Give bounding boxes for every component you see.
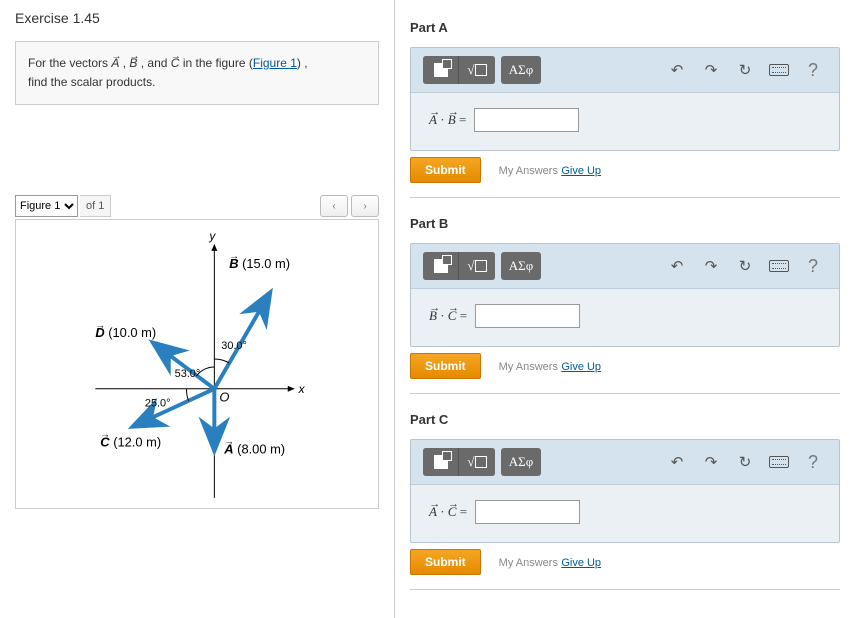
svg-text:→: → bbox=[224, 437, 234, 448]
greek-tool-button[interactable]: ΑΣφ bbox=[501, 448, 541, 476]
figure-next-button[interactable]: › bbox=[351, 195, 379, 217]
section-divider bbox=[410, 393, 840, 394]
undo-icon[interactable]: ↶ bbox=[663, 255, 691, 277]
help-icon[interactable]: ? bbox=[799, 451, 827, 473]
submit-button[interactable]: Submit bbox=[410, 157, 481, 183]
figure-panel: x y O 30.0° 53.0° 25.0° B bbox=[15, 219, 379, 509]
give-up-link[interactable]: Give Up bbox=[561, 165, 601, 177]
answer-panel: √ ΑΣφ ↶ ↷ ↻ ? A · C = bbox=[410, 439, 840, 543]
my-answers-label: My Answers bbox=[499, 361, 558, 373]
my-answers-label: My Answers bbox=[499, 165, 558, 177]
figure-count: of 1 bbox=[80, 195, 111, 217]
answer-lhs: A · B = bbox=[429, 112, 466, 128]
undo-icon[interactable]: ↶ bbox=[663, 451, 691, 473]
exercise-title: Exercise 1.45 bbox=[15, 10, 379, 26]
greek-tool-button[interactable]: ΑΣφ bbox=[501, 252, 541, 280]
template-tool-button[interactable] bbox=[423, 252, 459, 280]
template-tool-button[interactable] bbox=[423, 56, 459, 84]
redo-icon[interactable]: ↷ bbox=[697, 255, 725, 277]
redo-icon[interactable]: ↷ bbox=[697, 59, 725, 81]
reset-icon[interactable]: ↻ bbox=[731, 451, 759, 473]
sqrt-tool-button[interactable]: √ bbox=[459, 448, 495, 476]
give-up-link[interactable]: Give Up bbox=[561, 557, 601, 569]
give-up-link[interactable]: Give Up bbox=[561, 361, 601, 373]
keyboard-icon[interactable] bbox=[765, 255, 793, 277]
svg-text:→: → bbox=[229, 251, 239, 262]
section-divider bbox=[410, 197, 840, 198]
answer-panel: √ ΑΣφ ↶ ↷ ↻ ? A · B = bbox=[410, 47, 840, 151]
submit-button[interactable]: Submit bbox=[410, 353, 481, 379]
template-tool-button[interactable] bbox=[423, 448, 459, 476]
keyboard-icon[interactable] bbox=[765, 59, 793, 81]
answer-lhs: A · C = bbox=[429, 504, 467, 520]
vector-a-symbol: A bbox=[111, 54, 119, 73]
equation-toolbar: √ ΑΣφ ↶ ↷ ↻ ? bbox=[411, 244, 839, 289]
angle-b-label: 30.0° bbox=[221, 340, 247, 352]
problem-text: For the vectors bbox=[28, 56, 111, 70]
answer-input[interactable] bbox=[474, 108, 579, 132]
answer-panel: √ ΑΣφ ↶ ↷ ↻ ? B · C = bbox=[410, 243, 840, 347]
problem-statement: For the vectors A , B , and C in the fig… bbox=[15, 41, 379, 105]
answer-lhs: B · C = bbox=[429, 308, 467, 324]
origin-label: O bbox=[219, 390, 229, 405]
help-icon[interactable]: ? bbox=[799, 255, 827, 277]
vec-c-mag: (12.0 m) bbox=[113, 435, 161, 450]
problem-text-2: find the scalar products. bbox=[28, 75, 155, 89]
part-title: Part C bbox=[410, 412, 840, 427]
answer-input[interactable] bbox=[475, 500, 580, 524]
undo-icon[interactable]: ↶ bbox=[663, 59, 691, 81]
figure-prev-button[interactable]: ‹ bbox=[320, 195, 348, 217]
vec-b-mag: (15.0 m) bbox=[242, 256, 290, 271]
sqrt-tool-button[interactable]: √ bbox=[459, 56, 495, 84]
vec-d-mag: (10.0 m) bbox=[108, 326, 156, 341]
submit-button[interactable]: Submit bbox=[410, 549, 481, 575]
answer-input[interactable] bbox=[475, 304, 580, 328]
svg-text:→: → bbox=[100, 430, 110, 441]
greek-tool-button[interactable]: ΑΣφ bbox=[501, 56, 541, 84]
redo-icon[interactable]: ↷ bbox=[697, 451, 725, 473]
help-icon[interactable]: ? bbox=[799, 59, 827, 81]
equation-toolbar: √ ΑΣφ ↶ ↷ ↻ ? bbox=[411, 440, 839, 485]
my-answers-label: My Answers bbox=[499, 557, 558, 569]
vector-diagram: x y O 30.0° 53.0° 25.0° B bbox=[16, 220, 378, 508]
angle-d-label: 53.0° bbox=[175, 368, 201, 380]
equation-toolbar: √ ΑΣφ ↶ ↷ ↻ ? bbox=[411, 48, 839, 93]
vec-a-mag: (8.00 m) bbox=[237, 442, 285, 457]
keyboard-icon[interactable] bbox=[765, 451, 793, 473]
part-title: Part A bbox=[410, 20, 840, 35]
reset-icon[interactable]: ↻ bbox=[731, 255, 759, 277]
reset-icon[interactable]: ↻ bbox=[731, 59, 759, 81]
part-title: Part B bbox=[410, 216, 840, 231]
sqrt-tool-button[interactable]: √ bbox=[459, 252, 495, 280]
vector-c-symbol: C bbox=[171, 54, 180, 73]
angle-c-label: 25.0° bbox=[145, 398, 171, 410]
section-divider bbox=[410, 589, 840, 590]
axis-x-label: x bbox=[298, 382, 306, 396]
axis-y-label: y bbox=[208, 229, 216, 243]
svg-text:→: → bbox=[95, 321, 105, 332]
figure-select[interactable]: Figure 1 bbox=[15, 195, 78, 217]
figure-link[interactable]: Figure 1 bbox=[253, 56, 297, 70]
vector-b-symbol: B bbox=[129, 54, 137, 73]
